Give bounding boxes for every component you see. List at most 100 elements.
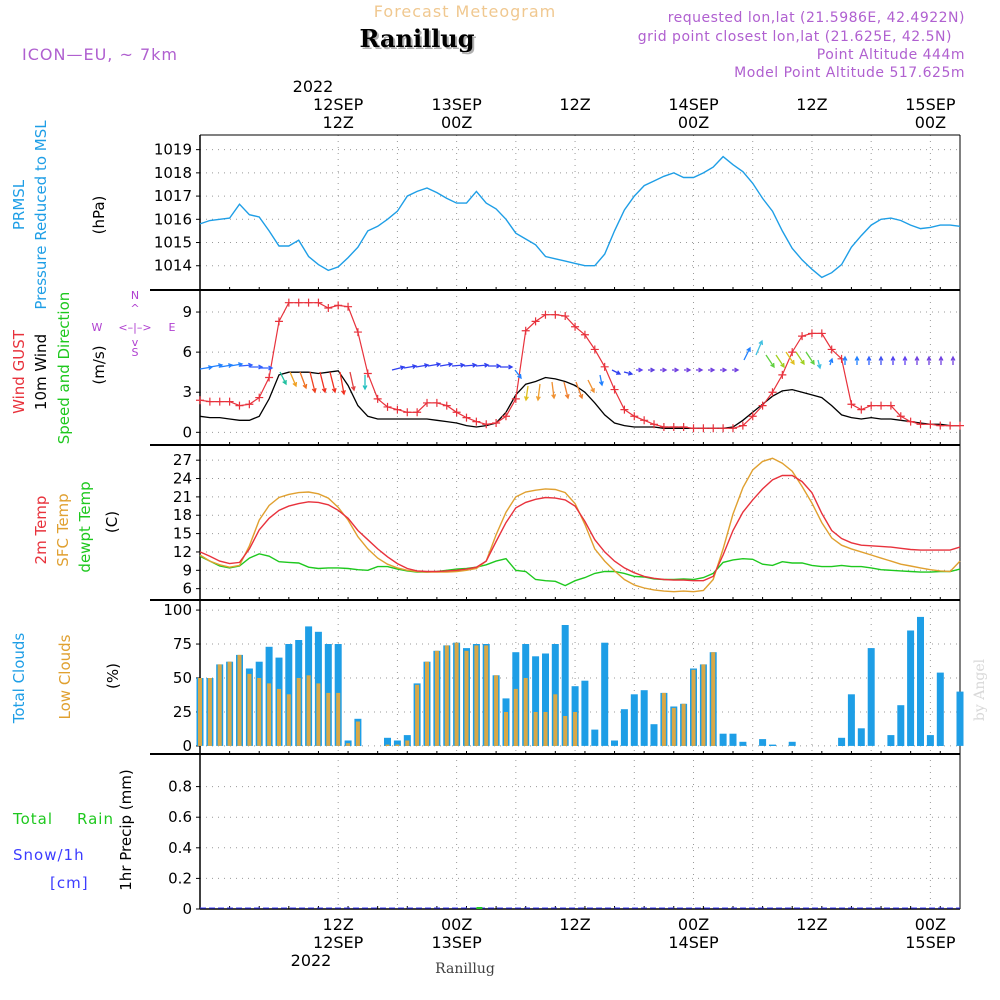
low-cloud-bar [474,645,479,746]
gust-marker [353,328,362,337]
gust-marker [255,393,264,402]
precip-label-cm: [cm] [50,874,89,892]
y-tick-label: 15 [173,525,192,543]
top-time-label: 12SEP [313,95,364,114]
y-tick-label: 9 [182,303,192,321]
low-cloud-bar [247,673,252,746]
total-cloud-bar [788,741,796,746]
gust-marker [541,310,550,319]
gust-marker [452,408,461,417]
gust-marker [432,398,441,407]
wind-label-speed-dir: Speed and Direction [55,292,73,445]
point-altitude: Point Altitude 444m [817,47,965,63]
y-tick-label: 0.6 [168,808,192,826]
watermark: by Angel [972,658,988,721]
total-cloud-bar [384,737,391,746]
y-tick-label: 9 [182,561,192,579]
wind-arrow [279,371,287,386]
gust-marker [610,385,619,394]
gust-marker [373,394,382,403]
low-cloud-bar [277,688,281,746]
low-cloud-bar [711,652,716,746]
gust-marker [788,348,797,357]
wind-arrow [816,359,822,370]
low-cloud-bar [395,744,400,746]
panel-4: 0 0.2 0.4 0.6 0.8 [168,754,961,918]
low-cloud-bar [454,642,459,746]
temp-unit: (C) [103,511,121,533]
wind-arrow [523,385,529,402]
low-cloud-bar [355,721,360,746]
gust-marker [768,388,777,397]
dewpoint-line [199,553,961,587]
pressure-label-msl: Pressure Reduced to MSL [32,120,50,310]
low-cloud-bar [661,692,666,746]
gust-marker [778,370,787,379]
wind-arrow [339,371,346,396]
y-tick-label: 75 [173,635,192,653]
wind-label-10m: 10m Wind [32,334,50,410]
gust-marker [521,326,530,335]
y-tick-label: 1017 [154,187,192,205]
temp-label: 2m Temp SFC Temp dewpt Temp (C) [32,481,121,572]
top-time-label: 00Z [915,113,946,132]
y-tick-label: 0.2 [168,869,192,887]
total-cloud-bar [620,709,628,746]
gust-marker [886,401,895,410]
wind-arrow [805,351,815,366]
bottom-time-label: 00Z [441,915,472,934]
low-cloud-bar [257,678,262,746]
wind-arrow [439,362,454,368]
wind-arrow [672,367,680,373]
clouds-unit: (%) [104,663,122,689]
temp-label-dewpt: dewpt Temp [76,481,94,572]
bottom-time-label: 14SEP [668,933,719,952]
low-cloud-bar [691,669,696,746]
y-tick-label: 50 [173,669,192,687]
wind-arrow [349,371,356,392]
gust-marker [314,298,323,307]
wind-arrow [229,362,244,368]
total-cloud-bar [867,648,875,746]
low-cloud-bar [326,692,331,746]
wind-arrow [329,371,337,394]
gust-marker [659,422,668,431]
wind-label-gust: Wind GUST [10,329,28,414]
wind-arrow [854,355,860,365]
total-cloud-bar [887,735,895,746]
gust-marker [817,329,826,338]
chart-panels: 1014101510161017101810190369691215182124… [150,134,964,918]
wind-arrow [828,357,834,366]
grid-point-location: grid point closest lon,lat (21.625E, 42.… [638,29,952,45]
wind-arrow [775,354,785,369]
wind-arrow [743,346,751,361]
low-cloud-bar [306,675,311,746]
wind-arrow [732,367,740,373]
low-cloud-bar [563,716,568,746]
gust-marker [758,401,767,410]
gust-marker [798,332,807,341]
gust-marker [205,397,214,406]
low-cloud-bar [533,712,538,746]
top-time-label: 13SEP [431,95,482,114]
clouds-label-low: Low Clouds [56,634,74,719]
gust-marker [867,401,876,410]
gust-marker [748,412,757,421]
gust-marker [561,312,570,321]
pressure-line [199,155,961,279]
total-cloud-bar [640,690,648,746]
low-cloud-bar [346,743,351,746]
gust-marker [728,424,737,433]
pressure-label: PRMSL Pressure Reduced to MSL (hPa) [10,120,108,310]
low-cloud-bar [553,694,558,746]
wind-arrow [551,381,557,400]
total-cloud-bar [611,740,618,746]
gust-marker [501,412,510,421]
low-cloud-bar [336,692,341,746]
wind-arrow [563,381,570,400]
gust-marker [738,421,747,430]
total-cloud-bar [897,705,905,746]
wind-arrow [587,379,595,394]
